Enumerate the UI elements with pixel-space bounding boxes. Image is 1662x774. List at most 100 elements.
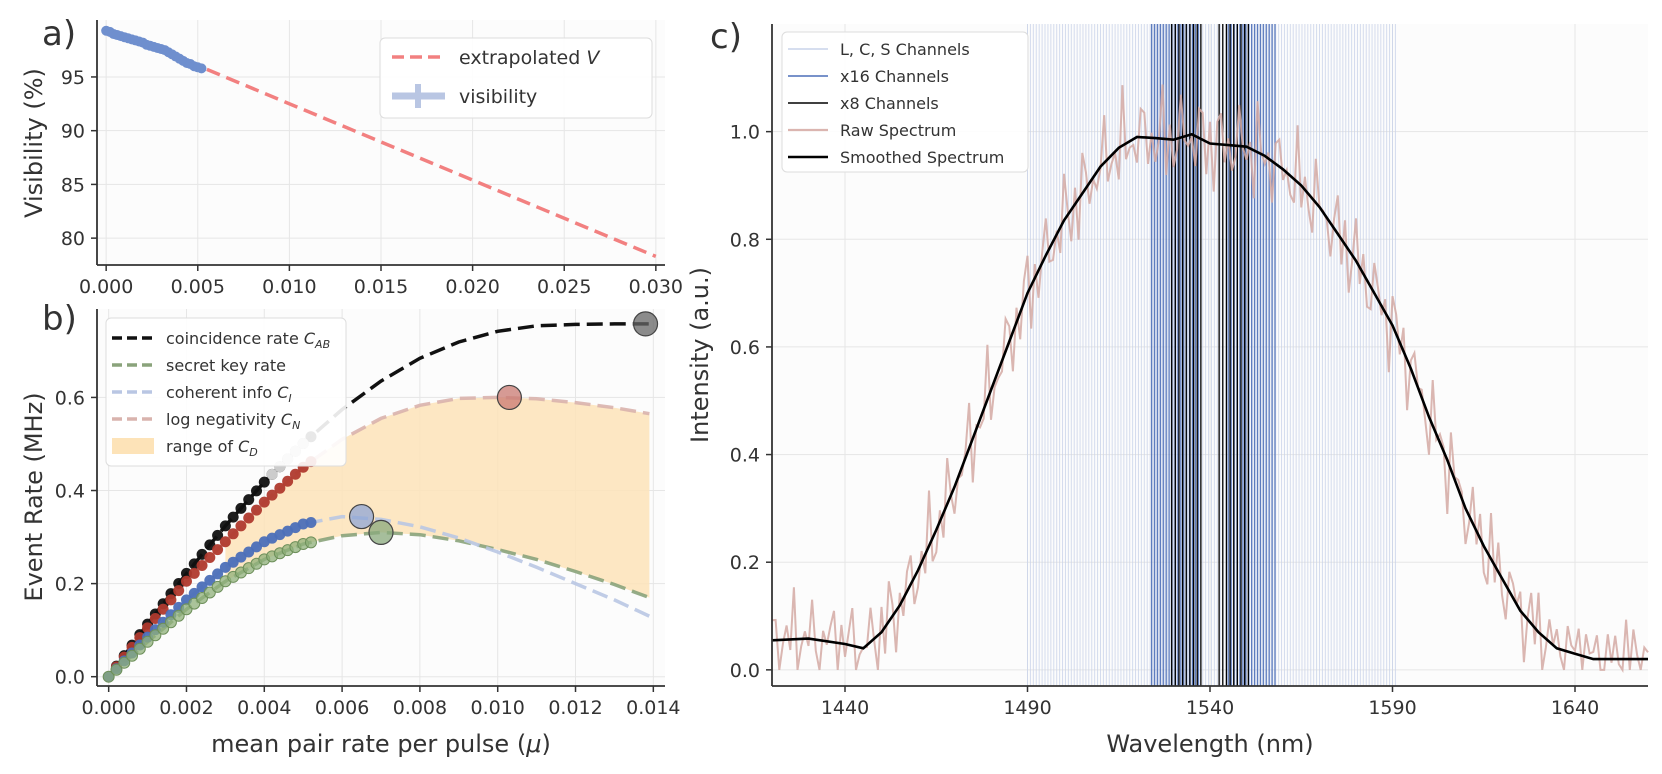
secret-key-point <box>172 609 185 622</box>
x-tick-label: 0.002 <box>159 697 213 719</box>
legend-label: coherent info CI <box>166 383 292 405</box>
panel-a-ylabel: Visibility (%) <box>20 68 48 218</box>
log-negativity-point <box>157 603 169 615</box>
x-tick-label: 1590 <box>1368 697 1416 719</box>
optimum-marker <box>348 503 375 530</box>
panel-b-ylabel: Event Rate (MHz) <box>20 392 48 601</box>
panel-c-xlabel: Wavelength (nm) <box>1106 730 1313 758</box>
x-tick-label: 0.008 <box>393 697 447 719</box>
log-negativity-point <box>274 482 286 494</box>
coincidence-point-faint <box>266 468 278 480</box>
x-tick-label: 0.015 <box>354 276 408 298</box>
log-negativity-point <box>258 496 270 508</box>
x-tick-label: 0.004 <box>237 697 291 719</box>
legend-label: secret key rate <box>166 356 286 375</box>
log-negativity-point <box>188 567 200 579</box>
log-negativity-point <box>180 575 192 587</box>
legend-label: coincidence rate CAB <box>166 329 330 351</box>
x-tick-label: 0.005 <box>171 276 225 298</box>
secret-key-point <box>164 616 177 629</box>
coincidence-point <box>251 485 263 497</box>
legend-label: Smoothed Spectrum <box>840 148 1004 167</box>
coherent-info-point <box>212 568 224 580</box>
secret-key-point <box>157 622 170 635</box>
y-tick-label: 95 <box>61 67 85 89</box>
coincidence-point <box>180 567 192 579</box>
log-negativity-point <box>196 559 208 571</box>
panel-a: 0.000 0.005 0.010 0.015 0.020 0.025 0.030 80 85 9… <box>20 14 683 298</box>
log-negativity-point <box>266 489 278 501</box>
panel-c-label: c) <box>710 17 742 57</box>
x-tick-label: 0.000 <box>81 697 135 719</box>
x-tick-label: 0.010 <box>262 276 316 298</box>
optimum-marker <box>632 311 659 337</box>
panel-a-label: a) <box>42 14 76 54</box>
smoothed-spectrum-line <box>771 132 1648 661</box>
y-tick-label: 0.2 <box>55 574 85 596</box>
log-negativity-point <box>289 468 301 480</box>
coincidence-point <box>258 476 270 488</box>
y-tick-label: 0.4 <box>730 445 760 467</box>
panel-a-legend: extrapolated V visibility <box>379 37 653 119</box>
extrapolated-v-line <box>206 67 657 259</box>
coincidence-point <box>212 529 224 541</box>
log-negativity-point <box>235 520 247 532</box>
coincidence-point <box>243 494 255 506</box>
log-negativity-point <box>251 504 263 516</box>
panel-b: 0.000 0.002 0.004 0.006 0.008 0.010 0.012 0.014… <box>20 299 681 758</box>
y-tick-label: 0.0 <box>55 667 85 689</box>
coincidence-point <box>235 502 247 514</box>
y-tick-label: 0.6 <box>730 337 760 359</box>
secret-key-point <box>110 663 123 676</box>
secret-key-point <box>141 635 154 648</box>
optimum-marker <box>496 384 522 411</box>
legend-label: log negativity CN <box>166 410 300 432</box>
x-tick-label: 0.000 <box>79 276 133 298</box>
secret-key-point <box>102 670 115 683</box>
x-tick-label: 0.014 <box>626 697 680 719</box>
panel-b-label: b) <box>42 299 77 339</box>
log-negativity-point <box>227 528 239 540</box>
log-negativity-point <box>212 544 224 556</box>
secret-key-point <box>304 536 317 549</box>
y-tick-label: 0.4 <box>55 481 85 503</box>
x-tick-label: 0.030 <box>629 276 683 298</box>
secret-key-point <box>118 656 131 669</box>
log-negativity-point <box>219 536 231 548</box>
log-negativity-point <box>204 552 216 564</box>
raw-spectrum-line <box>771 84 1649 673</box>
panel-b-legend: coincidence rate CAB secret key rate coher… <box>105 317 347 467</box>
panel-b-xlabel: mean pair rate per pulse (μ) <box>211 730 551 758</box>
legend-label: Raw Spectrum <box>840 121 956 140</box>
visibility-point <box>196 63 207 74</box>
optimum-marker <box>368 519 394 546</box>
panel-c: 1440 1490 1540 1590 1640 0.0 0.2 0.4 0.6 0.8 1.0 c… <box>686 17 1649 758</box>
x-tick-label: 1540 <box>1186 697 1234 719</box>
secret-key-point <box>133 642 146 655</box>
x-tick-label: 1640 <box>1551 697 1599 719</box>
legend-label: L, C, S Channels <box>840 40 970 59</box>
y-tick-label: 80 <box>61 228 85 250</box>
y-tick-label: 0.6 <box>55 387 85 409</box>
y-tick-label: 90 <box>61 121 85 143</box>
x-tick-label: 0.006 <box>315 697 369 719</box>
coherent-info-point <box>227 556 239 568</box>
log-negativity-point <box>173 585 185 597</box>
coincidence-point <box>219 520 231 532</box>
secret-key-point <box>149 629 162 642</box>
coherent-info-point <box>235 551 247 563</box>
legend-swatch <box>112 438 154 454</box>
x-tick-label: 0.012 <box>548 697 602 719</box>
log-negativity-point <box>243 512 255 524</box>
legend-label: x16 Channels <box>840 67 949 86</box>
x-tick-label: 0.010 <box>471 697 525 719</box>
x-tick-label: 1490 <box>1003 697 1051 719</box>
coincidence-point <box>227 511 239 523</box>
legend-box <box>781 31 1029 173</box>
log-negativity-point <box>165 594 177 606</box>
panel-c-ylabel: Intensity (a.u.) <box>686 267 714 443</box>
y-tick-label: 0.0 <box>730 660 760 682</box>
x-tick-label: 0.020 <box>445 276 499 298</box>
legend-visibility-label: visibility <box>459 86 537 108</box>
coherent-info-point <box>204 574 216 586</box>
